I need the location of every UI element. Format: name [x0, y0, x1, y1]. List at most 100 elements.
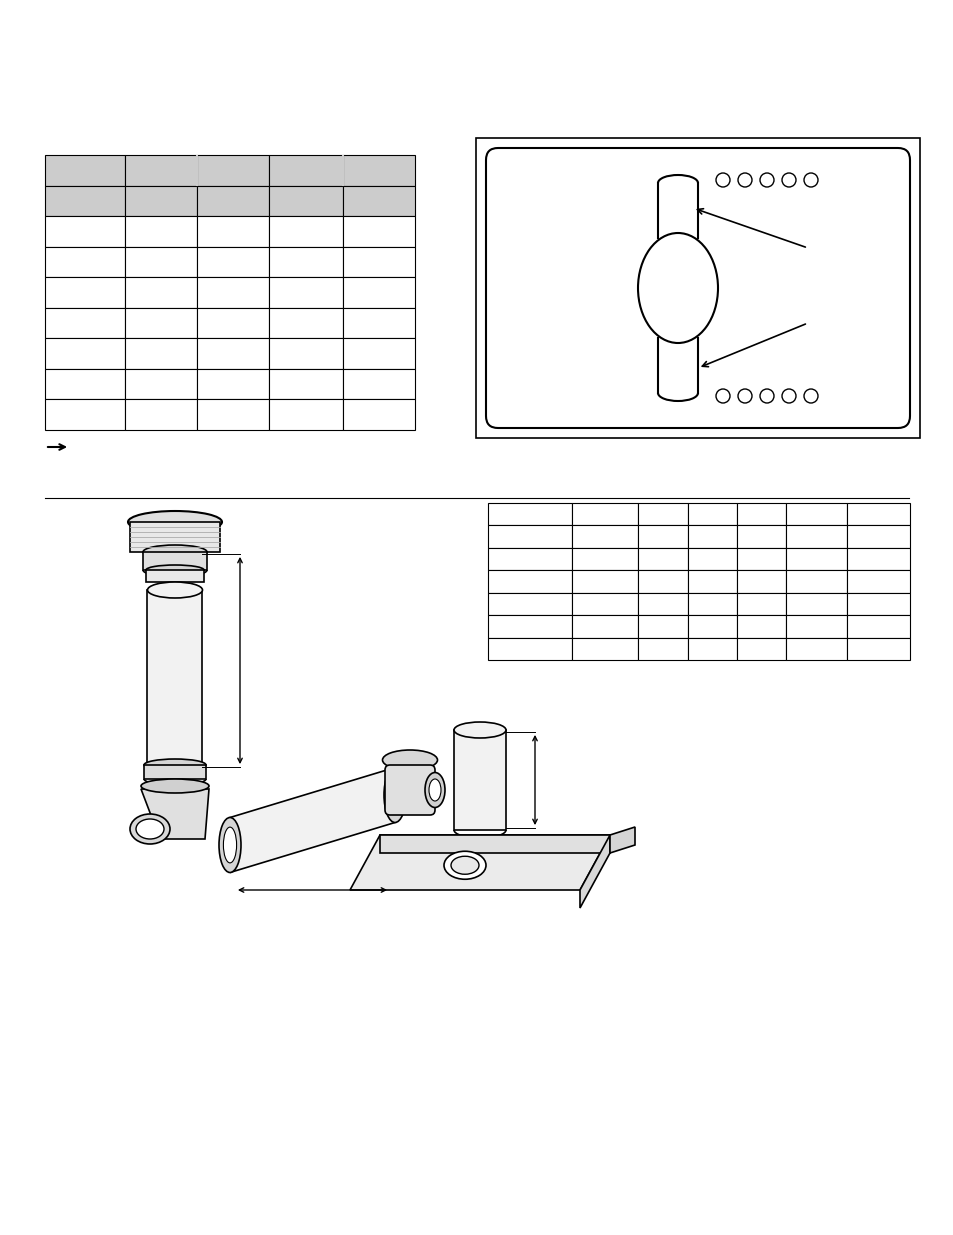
Bar: [269, 338, 342, 369]
Ellipse shape: [223, 827, 236, 863]
Bar: [45, 399, 125, 430]
Polygon shape: [379, 835, 609, 853]
Bar: [269, 277, 342, 308]
Bar: [488, 503, 572, 525]
Bar: [572, 548, 638, 571]
Bar: [342, 369, 415, 399]
Bar: [737, 637, 784, 659]
Bar: [269, 308, 342, 338]
Polygon shape: [350, 835, 609, 890]
Bar: [737, 503, 784, 525]
Circle shape: [760, 173, 773, 186]
Bar: [688, 525, 737, 548]
Bar: [488, 548, 572, 571]
Bar: [638, 548, 688, 571]
Ellipse shape: [384, 767, 406, 823]
Bar: [146, 571, 204, 582]
Bar: [688, 593, 737, 615]
Bar: [572, 615, 638, 637]
Bar: [342, 185, 415, 216]
Bar: [784, 615, 846, 637]
Bar: [572, 593, 638, 615]
Bar: [45, 369, 125, 399]
Bar: [196, 247, 269, 277]
Ellipse shape: [141, 779, 209, 793]
Bar: [846, 503, 909, 525]
Bar: [45, 247, 125, 277]
Bar: [688, 503, 737, 525]
Bar: [196, 216, 269, 247]
Ellipse shape: [148, 582, 202, 598]
Bar: [737, 525, 784, 548]
Ellipse shape: [388, 777, 401, 813]
Bar: [476, 138, 919, 438]
Bar: [269, 369, 342, 399]
Bar: [148, 590, 202, 764]
Bar: [269, 216, 342, 247]
Bar: [125, 277, 196, 308]
Bar: [125, 399, 196, 430]
Bar: [572, 525, 638, 548]
Ellipse shape: [443, 851, 485, 879]
Ellipse shape: [638, 233, 718, 343]
Bar: [125, 185, 196, 216]
Bar: [125, 308, 196, 338]
Bar: [143, 552, 207, 571]
Bar: [196, 308, 269, 338]
Bar: [688, 615, 737, 637]
Polygon shape: [141, 789, 209, 839]
Bar: [638, 525, 688, 548]
Bar: [269, 247, 342, 277]
Bar: [342, 338, 415, 369]
Bar: [488, 571, 572, 593]
Bar: [638, 503, 688, 525]
Bar: [784, 637, 846, 659]
Bar: [784, 525, 846, 548]
Bar: [488, 637, 572, 659]
Bar: [45, 308, 125, 338]
Ellipse shape: [382, 750, 437, 769]
Bar: [488, 593, 572, 615]
FancyBboxPatch shape: [385, 764, 435, 815]
Bar: [45, 338, 125, 369]
Circle shape: [803, 389, 817, 403]
Circle shape: [738, 389, 751, 403]
Ellipse shape: [144, 760, 206, 771]
Polygon shape: [230, 767, 395, 872]
Ellipse shape: [143, 545, 207, 559]
Bar: [572, 637, 638, 659]
Ellipse shape: [454, 722, 505, 739]
Bar: [784, 571, 846, 593]
Bar: [130, 522, 220, 552]
Circle shape: [781, 389, 795, 403]
FancyBboxPatch shape: [485, 148, 909, 429]
Bar: [572, 503, 638, 525]
Bar: [196, 338, 269, 369]
Bar: [846, 615, 909, 637]
Bar: [196, 185, 269, 216]
Bar: [737, 593, 784, 615]
Circle shape: [738, 173, 751, 186]
Polygon shape: [579, 835, 609, 908]
Bar: [342, 216, 415, 247]
Ellipse shape: [130, 814, 170, 844]
Bar: [846, 637, 909, 659]
Bar: [688, 637, 737, 659]
Bar: [125, 156, 196, 185]
Bar: [45, 185, 125, 216]
Bar: [196, 277, 269, 308]
Bar: [196, 399, 269, 430]
Bar: [45, 216, 125, 247]
Bar: [144, 764, 206, 779]
Circle shape: [716, 389, 729, 403]
Bar: [638, 593, 688, 615]
Bar: [572, 571, 638, 593]
Bar: [784, 548, 846, 571]
Circle shape: [803, 173, 817, 186]
Bar: [638, 637, 688, 659]
Bar: [196, 156, 269, 185]
Bar: [342, 156, 415, 185]
Bar: [784, 503, 846, 525]
Bar: [737, 615, 784, 637]
Ellipse shape: [128, 511, 222, 534]
